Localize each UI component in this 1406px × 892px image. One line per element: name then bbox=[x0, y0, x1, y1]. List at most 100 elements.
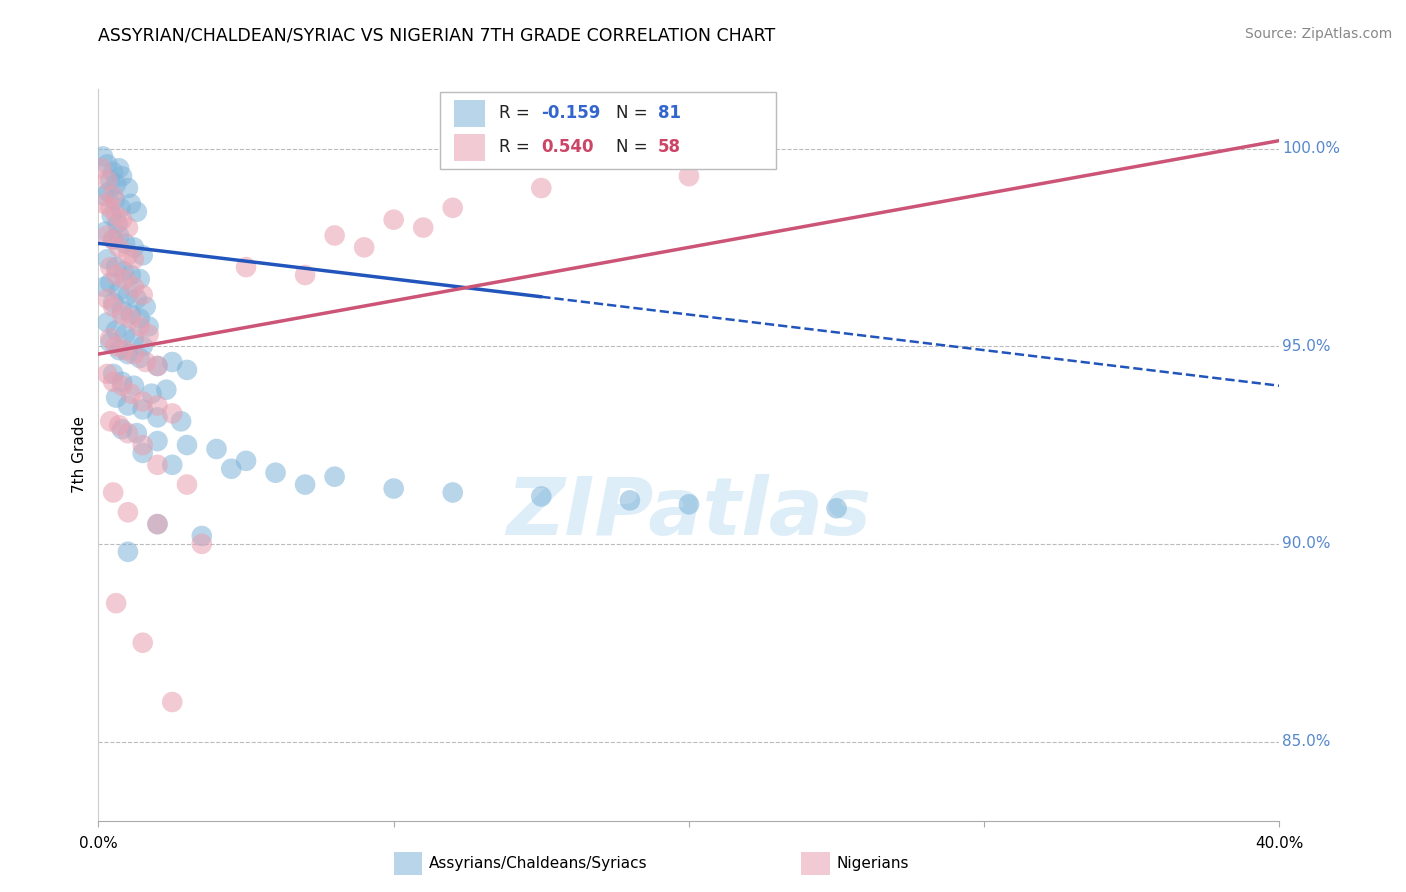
Text: 100.0%: 100.0% bbox=[1282, 141, 1340, 156]
Text: N =: N = bbox=[616, 104, 652, 122]
Text: Source: ZipAtlas.com: Source: ZipAtlas.com bbox=[1244, 27, 1392, 41]
Text: R =: R = bbox=[499, 104, 536, 122]
Point bbox=[111, 378, 134, 392]
Point bbox=[103, 367, 125, 381]
Point bbox=[146, 458, 169, 472]
Point bbox=[112, 264, 135, 278]
Point bbox=[382, 212, 405, 227]
Point bbox=[146, 399, 169, 413]
Point bbox=[122, 378, 145, 392]
Point bbox=[98, 173, 121, 187]
Point bbox=[120, 311, 142, 326]
Point bbox=[146, 517, 169, 532]
Text: -0.159: -0.159 bbox=[541, 104, 600, 122]
Point bbox=[98, 260, 121, 274]
Point bbox=[91, 149, 114, 163]
Point bbox=[105, 596, 128, 610]
Point bbox=[96, 157, 118, 171]
Point bbox=[120, 268, 142, 282]
Point bbox=[135, 355, 157, 369]
Point bbox=[125, 204, 148, 219]
Point bbox=[90, 161, 112, 176]
Point bbox=[117, 505, 139, 519]
Text: ASSYRIAN/CHALDEAN/SYRIAC VS NIGERIAN 7TH GRADE CORRELATION CHART: ASSYRIAN/CHALDEAN/SYRIAC VS NIGERIAN 7TH… bbox=[98, 27, 776, 45]
Point bbox=[132, 339, 155, 353]
Text: 40.0%: 40.0% bbox=[1256, 837, 1303, 852]
Point bbox=[117, 545, 139, 559]
Point bbox=[120, 386, 142, 401]
Point bbox=[138, 319, 160, 334]
Point bbox=[111, 169, 134, 184]
Point bbox=[117, 220, 139, 235]
Point bbox=[103, 295, 125, 310]
Point bbox=[93, 189, 115, 203]
Point bbox=[97, 185, 120, 199]
Point bbox=[176, 438, 198, 452]
Point bbox=[125, 292, 148, 306]
Point bbox=[146, 434, 169, 448]
Point bbox=[108, 418, 131, 433]
Point bbox=[103, 165, 125, 179]
Point bbox=[103, 232, 125, 246]
Point bbox=[93, 197, 115, 211]
Y-axis label: 7th Grade: 7th Grade bbox=[72, 417, 87, 493]
Text: Nigerians: Nigerians bbox=[837, 856, 910, 871]
Point bbox=[114, 327, 136, 342]
Point bbox=[162, 458, 183, 472]
Point bbox=[353, 240, 375, 254]
Point bbox=[323, 228, 346, 243]
Point bbox=[125, 426, 148, 441]
Point bbox=[382, 482, 405, 496]
Point bbox=[294, 268, 316, 282]
Point bbox=[132, 438, 155, 452]
Point bbox=[98, 335, 121, 350]
Point bbox=[122, 240, 145, 254]
Point bbox=[96, 316, 118, 330]
Text: 58: 58 bbox=[658, 138, 681, 156]
Point bbox=[111, 212, 134, 227]
Text: 85.0%: 85.0% bbox=[1282, 734, 1330, 749]
Point bbox=[117, 181, 139, 195]
Point bbox=[678, 497, 700, 511]
Text: 95.0%: 95.0% bbox=[1282, 339, 1330, 354]
Point bbox=[138, 327, 160, 342]
Point bbox=[191, 529, 214, 543]
Point bbox=[107, 217, 129, 231]
Point bbox=[441, 201, 464, 215]
Point bbox=[120, 308, 142, 322]
Point bbox=[294, 477, 316, 491]
Point bbox=[176, 477, 198, 491]
Text: N =: N = bbox=[616, 138, 652, 156]
Point bbox=[117, 399, 139, 413]
Point bbox=[117, 287, 139, 301]
Point bbox=[122, 331, 145, 345]
Point bbox=[678, 169, 700, 184]
Point bbox=[132, 394, 155, 409]
Point bbox=[105, 260, 128, 274]
Point bbox=[323, 469, 346, 483]
Point bbox=[530, 490, 553, 504]
Point bbox=[117, 347, 139, 361]
Point bbox=[170, 414, 193, 428]
Point bbox=[105, 391, 128, 405]
Point bbox=[96, 173, 118, 187]
Point bbox=[114, 236, 136, 251]
Point bbox=[103, 375, 125, 389]
Point bbox=[111, 308, 134, 322]
Point bbox=[235, 454, 257, 468]
Text: R =: R = bbox=[499, 138, 536, 156]
Point bbox=[98, 201, 121, 215]
Point bbox=[105, 177, 128, 191]
Point bbox=[114, 272, 136, 286]
Point bbox=[264, 466, 287, 480]
Point bbox=[235, 260, 257, 274]
Point bbox=[110, 201, 132, 215]
Point bbox=[120, 197, 142, 211]
Point bbox=[105, 209, 128, 223]
Text: 81: 81 bbox=[658, 104, 681, 122]
Point bbox=[108, 343, 131, 358]
Point bbox=[94, 225, 117, 239]
Point bbox=[132, 287, 155, 301]
Point bbox=[412, 220, 434, 235]
Point bbox=[96, 228, 118, 243]
